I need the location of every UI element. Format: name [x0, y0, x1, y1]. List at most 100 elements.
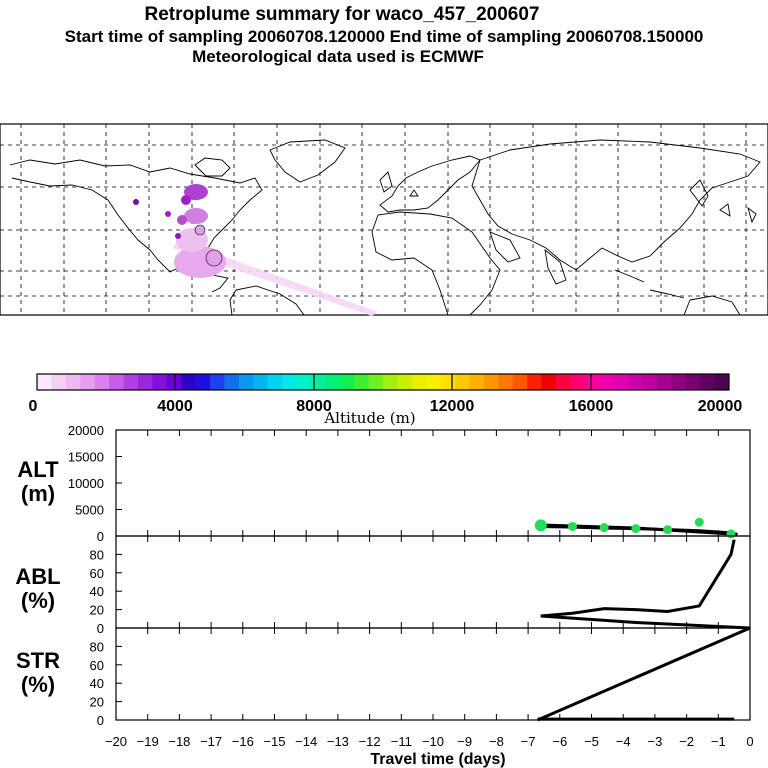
y-tick-label: 20000	[68, 423, 104, 438]
alt-panel: ALT (m) 0 5000 10000 15000 20000	[17, 423, 751, 544]
colorbar-cell	[483, 374, 499, 390]
colorbar-cell	[556, 374, 571, 390]
alt-plot-area: 0 5000 10000 15000 20000	[68, 423, 751, 544]
colorbar-cell	[224, 374, 240, 390]
str-plot-area: 0 20 40 60 80	[90, 626, 751, 728]
world-map	[0, 123, 768, 316]
colorbar-cell	[613, 374, 629, 390]
colorbar-cell	[152, 374, 168, 390]
colorbar-cell	[455, 374, 470, 390]
colorbar-cell	[541, 374, 557, 390]
alt-frame	[115, 429, 751, 537]
colorbar-label: Altitude (m)	[323, 409, 415, 427]
colorbar-cell	[498, 374, 514, 390]
altitude-point	[726, 529, 736, 539]
colorbar-cell	[628, 374, 643, 390]
abl-unit: (%)	[21, 588, 55, 613]
y-tick-label: 20	[90, 603, 104, 618]
colorbar-cell	[599, 374, 615, 390]
str-unit: (%)	[21, 672, 55, 697]
x-tick-label: −11	[391, 734, 412, 749]
plume-dot-5	[175, 233, 181, 239]
colorbar-cell	[296, 374, 312, 390]
abl-frame	[115, 535, 751, 629]
x-tick-label: −20	[105, 734, 127, 749]
colorbar-cell	[238, 374, 254, 390]
str-frame	[115, 627, 751, 721]
colorbar-cell	[181, 374, 197, 390]
colorbar-cell	[339, 374, 355, 390]
colorbar-tick-0: 0	[29, 398, 38, 415]
colorbar-cell	[397, 374, 413, 390]
colorbar-cell	[195, 374, 211, 390]
colorbar-cell	[210, 374, 225, 390]
series-line	[537, 626, 751, 722]
x-tick-label: −7	[521, 734, 536, 749]
met-data-label: Meteorological data used is ECMWF	[192, 47, 484, 66]
colorbar-cell	[109, 374, 124, 390]
y-tick-label: 40	[90, 676, 104, 691]
colorbar-cell	[123, 374, 139, 390]
y-tick-label: 5000	[75, 503, 104, 518]
x-tick-label: −8	[489, 734, 504, 749]
y-tick-label: 80	[90, 547, 104, 562]
colorbar-cell	[94, 374, 110, 390]
colorbar-cell	[137, 374, 153, 390]
x-tick-label: −2	[679, 734, 694, 749]
x-tick-label: −13	[327, 734, 349, 749]
x-axis-label: Travel time (days)	[370, 751, 505, 768]
colorbar-cell	[325, 374, 341, 390]
altitude-point	[694, 517, 704, 527]
plume-dot-4	[133, 199, 139, 205]
colorbar-tick-1: 4000	[157, 398, 193, 415]
y-tick-label: 0	[97, 713, 104, 728]
y-tick-label: 10000	[68, 476, 104, 491]
colorbar-cell	[310, 374, 326, 390]
y-tick-label: 80	[90, 639, 104, 654]
colorbar-cell	[656, 374, 672, 390]
plume-dot-1	[181, 195, 191, 205]
colorbar-tick-2: 8000	[296, 398, 332, 415]
plume-blob-mid	[184, 208, 208, 224]
alt-ylabel: ALT	[17, 457, 59, 482]
colorbar-cell	[469, 374, 485, 390]
map-gridlines	[0, 124, 768, 315]
colorbar: 0 4000 8000 12000 16000 20000 Altitude (…	[29, 373, 743, 427]
altitude-point	[663, 525, 673, 535]
colorbar-cell	[411, 374, 427, 390]
colorbar-cell	[51, 374, 67, 390]
abl-ylabel: ABL	[15, 564, 60, 589]
x-tick-label: −3	[647, 734, 662, 749]
colorbar-cell	[65, 374, 81, 390]
colorbar-cell	[685, 374, 701, 390]
sampling-times: Start time of sampling 20060708.120000 E…	[65, 27, 704, 46]
colorbar-cell	[440, 374, 456, 390]
altitude-point	[631, 524, 641, 534]
colorbar-cell	[527, 374, 543, 390]
figure-title: Retroplume summary for waco_457_200607	[145, 4, 540, 25]
colorbar-cell	[700, 374, 716, 390]
str-panel: STR (%) 0 20 40 60 80	[16, 626, 751, 728]
colorbar-tick-3: 12000	[430, 398, 475, 415]
colorbar-cell	[642, 374, 658, 390]
x-tick-label: −17	[200, 734, 222, 749]
x-tick-label: −10	[422, 734, 444, 749]
colorbar-tick-5: 20000	[698, 398, 743, 415]
map-frame	[0, 123, 768, 316]
x-tick-label: −6	[552, 734, 567, 749]
colorbar-cell	[267, 374, 283, 390]
colorbar-frame	[36, 373, 730, 391]
x-tick-label: −15	[263, 734, 285, 749]
y-tick-label: 60	[90, 566, 104, 581]
abl-plot-area: 0 20 40 60 80	[90, 536, 751, 636]
plume-dot-7	[194, 224, 206, 236]
colorbar-cell	[253, 374, 269, 390]
colorbar-cell	[714, 374, 730, 390]
x-tick-label: −12	[359, 734, 381, 749]
altitude-point	[599, 523, 609, 533]
altitude-point	[567, 521, 577, 531]
colorbar-cell	[354, 374, 370, 390]
coastlines	[9, 139, 761, 316]
x-tick-label: −16	[232, 734, 254, 749]
colorbar-cell	[166, 374, 182, 390]
